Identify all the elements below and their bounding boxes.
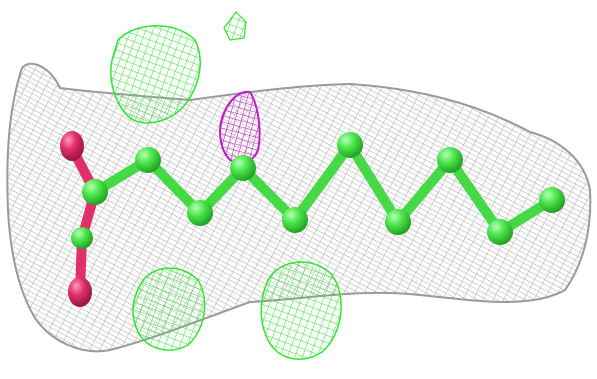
carbon-atom — [71, 227, 93, 249]
green-density-fragment — [223, 11, 247, 41]
carbon-atom — [539, 187, 565, 213]
ligand-bonds — [67, 136, 557, 297]
ligand-atoms — [60, 131, 565, 307]
carbon-atom — [230, 155, 256, 181]
carbon-atom — [282, 207, 308, 233]
green-density-blob-bottom-left — [132, 267, 206, 351]
green-density-blob-top — [110, 25, 201, 124]
carbon-atom — [187, 200, 213, 226]
oxygen-atom — [68, 277, 92, 307]
carbon-atom — [385, 209, 411, 235]
carbon-atom — [82, 179, 108, 205]
oxygen-atom — [60, 131, 84, 161]
magenta-density-blob — [219, 90, 261, 164]
carbon-atom — [487, 219, 513, 245]
carbon-atom — [437, 147, 463, 173]
carbon-atom — [337, 132, 363, 158]
carbon-atom — [135, 147, 161, 173]
green-density-blob-bottom-center — [260, 261, 342, 360]
